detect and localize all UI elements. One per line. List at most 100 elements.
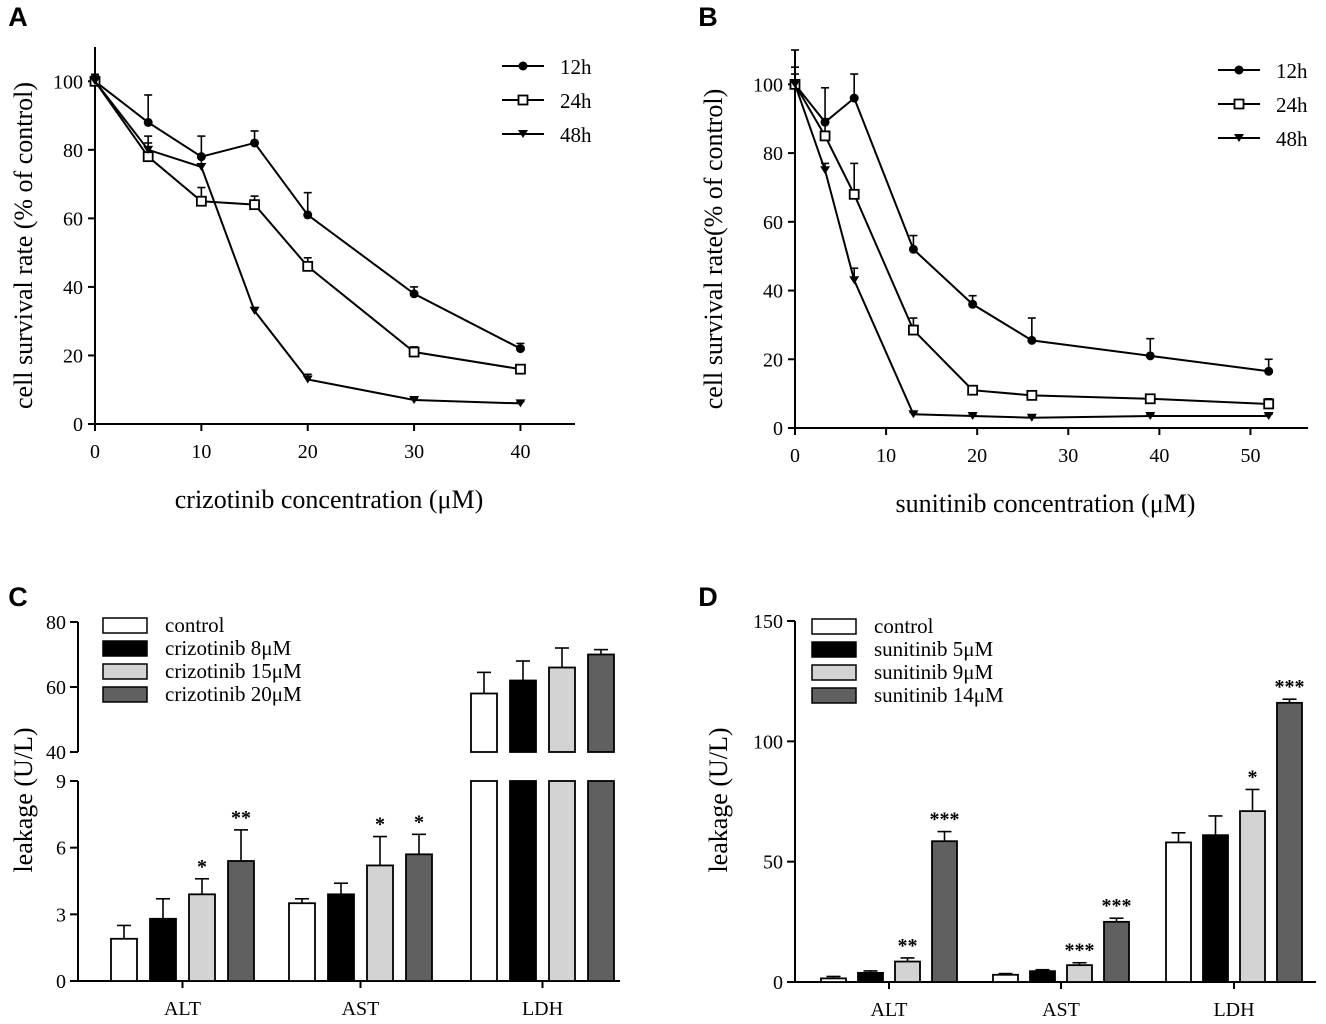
x-axis-title: sunitinib concentration (μM) <box>896 489 1196 518</box>
legend-swatch <box>811 641 857 658</box>
x-tick-label: 0 <box>90 441 100 463</box>
y-tick-label: 100 <box>753 731 783 753</box>
data-point <box>967 411 978 420</box>
x-tick-label: 0 <box>790 445 800 467</box>
data-point <box>790 80 800 89</box>
data-point <box>143 117 153 127</box>
legend-label: 24h <box>1276 93 1308 117</box>
x-tick-label: 30 <box>404 441 424 463</box>
data-point <box>249 306 260 315</box>
data-point <box>515 399 526 408</box>
bar-ALT-3 <box>227 860 255 982</box>
data-point <box>90 77 100 86</box>
legend-label: 12h <box>560 55 592 79</box>
panel-letter: B <box>698 2 718 32</box>
data-point <box>820 166 831 175</box>
series-line-48h <box>794 84 1269 419</box>
significance-marker: * <box>1248 766 1258 788</box>
y-axis-title: cell survival rate (% of control) <box>9 82 38 409</box>
bar-LDH-2 <box>1239 810 1266 983</box>
data-point <box>849 276 860 285</box>
data-point <box>1145 351 1155 361</box>
y-tick-label: 0 <box>773 972 783 994</box>
bar-AST-3 <box>1103 920 1130 983</box>
legend-marker <box>1234 134 1244 142</box>
y-tick-label: 20 <box>63 345 83 367</box>
data-point <box>1026 389 1038 401</box>
y-tick-label: 60 <box>763 212 783 234</box>
y-tick-label: 60 <box>63 208 83 230</box>
bar-AST-2 <box>1066 964 1093 983</box>
x-tick-label: 10 <box>191 441 211 463</box>
y-tick-label: 80 <box>63 140 83 162</box>
legend-label: 48h <box>1276 127 1308 151</box>
panel-letter: C <box>8 582 28 612</box>
legend-label: sunitinib 5μM <box>874 637 994 661</box>
x-tick-label: 30 <box>1058 445 1078 467</box>
data-point <box>968 299 978 309</box>
x-tick-label: 10 <box>876 445 896 467</box>
data-point <box>1144 393 1156 405</box>
data-point <box>1145 411 1156 420</box>
legend-label: sunitinib 14μM <box>874 683 1004 707</box>
data-point <box>1263 411 1274 420</box>
bar-AST-0 <box>992 973 1019 983</box>
x-tick-label: LDH <box>1213 999 1254 1021</box>
bar-LDH-1-lower <box>509 780 537 982</box>
significance-marker: ** <box>898 935 918 957</box>
data-point <box>1026 413 1037 422</box>
x-tick-label: AST <box>342 998 380 1020</box>
bar-ALT-3 <box>931 840 958 983</box>
legend-label: crizotinib 8μM <box>165 636 291 660</box>
data-point <box>1263 398 1275 410</box>
y-tick-label: 100 <box>53 71 83 93</box>
y-tick-label: 80 <box>763 143 783 165</box>
bar-ALT-0 <box>820 977 847 983</box>
legend-label: sunitinib 9μM <box>874 660 994 684</box>
data-point <box>303 210 313 220</box>
bar-LDH-3 <box>1276 701 1303 983</box>
legend-swatch <box>811 687 857 704</box>
bar-ALT-1 <box>149 917 177 982</box>
y-tick-label: 50 <box>763 852 783 874</box>
data-point <box>249 199 260 211</box>
data-point <box>302 375 313 384</box>
data-point <box>819 130 831 142</box>
bar-AST-1 <box>327 893 355 982</box>
significance-marker: *** <box>930 809 960 831</box>
bar-AST-0 <box>288 902 316 982</box>
y-tick-label: 40 <box>63 277 83 299</box>
significance-marker: *** <box>1275 676 1305 698</box>
significance-marker: * <box>414 811 424 833</box>
y-axis-title: cell survival rate(% of control) <box>699 89 728 410</box>
legend-swatch <box>102 617 148 634</box>
legend-label: control <box>874 614 934 638</box>
legend-label: 48h <box>560 123 592 147</box>
legend-label: control <box>165 613 225 637</box>
legend-marker <box>518 130 528 138</box>
x-tick-label: 20 <box>967 445 987 467</box>
y-tick-label: 60 <box>46 677 66 699</box>
bar-LDH-0 <box>1165 841 1192 983</box>
bar-LDH-3-upper <box>587 653 615 753</box>
data-point <box>1027 335 1037 345</box>
x-axis-title: crizotinib concentration (μM) <box>175 485 484 514</box>
data-point <box>250 138 260 148</box>
legend-label: 12h <box>1276 59 1308 83</box>
legend-swatch <box>102 686 148 703</box>
bar-AST-3 <box>405 853 433 982</box>
significance-marker: ** <box>231 807 251 829</box>
legend-marker <box>518 61 528 71</box>
data-point <box>967 384 979 396</box>
y-tick-label: 80 <box>46 612 66 634</box>
bar-AST-2 <box>366 864 394 982</box>
legend-label: 24h <box>560 89 592 113</box>
y-tick-label: 0 <box>56 971 66 993</box>
data-point <box>908 410 919 419</box>
bar-ALT-2 <box>188 893 216 982</box>
bar-LDH-0-upper <box>470 692 498 753</box>
y-tick-label: 6 <box>56 838 66 860</box>
bar-AST-1 <box>1029 970 1056 983</box>
y-tick-label: 40 <box>763 281 783 303</box>
x-tick-label: 40 <box>510 441 530 463</box>
